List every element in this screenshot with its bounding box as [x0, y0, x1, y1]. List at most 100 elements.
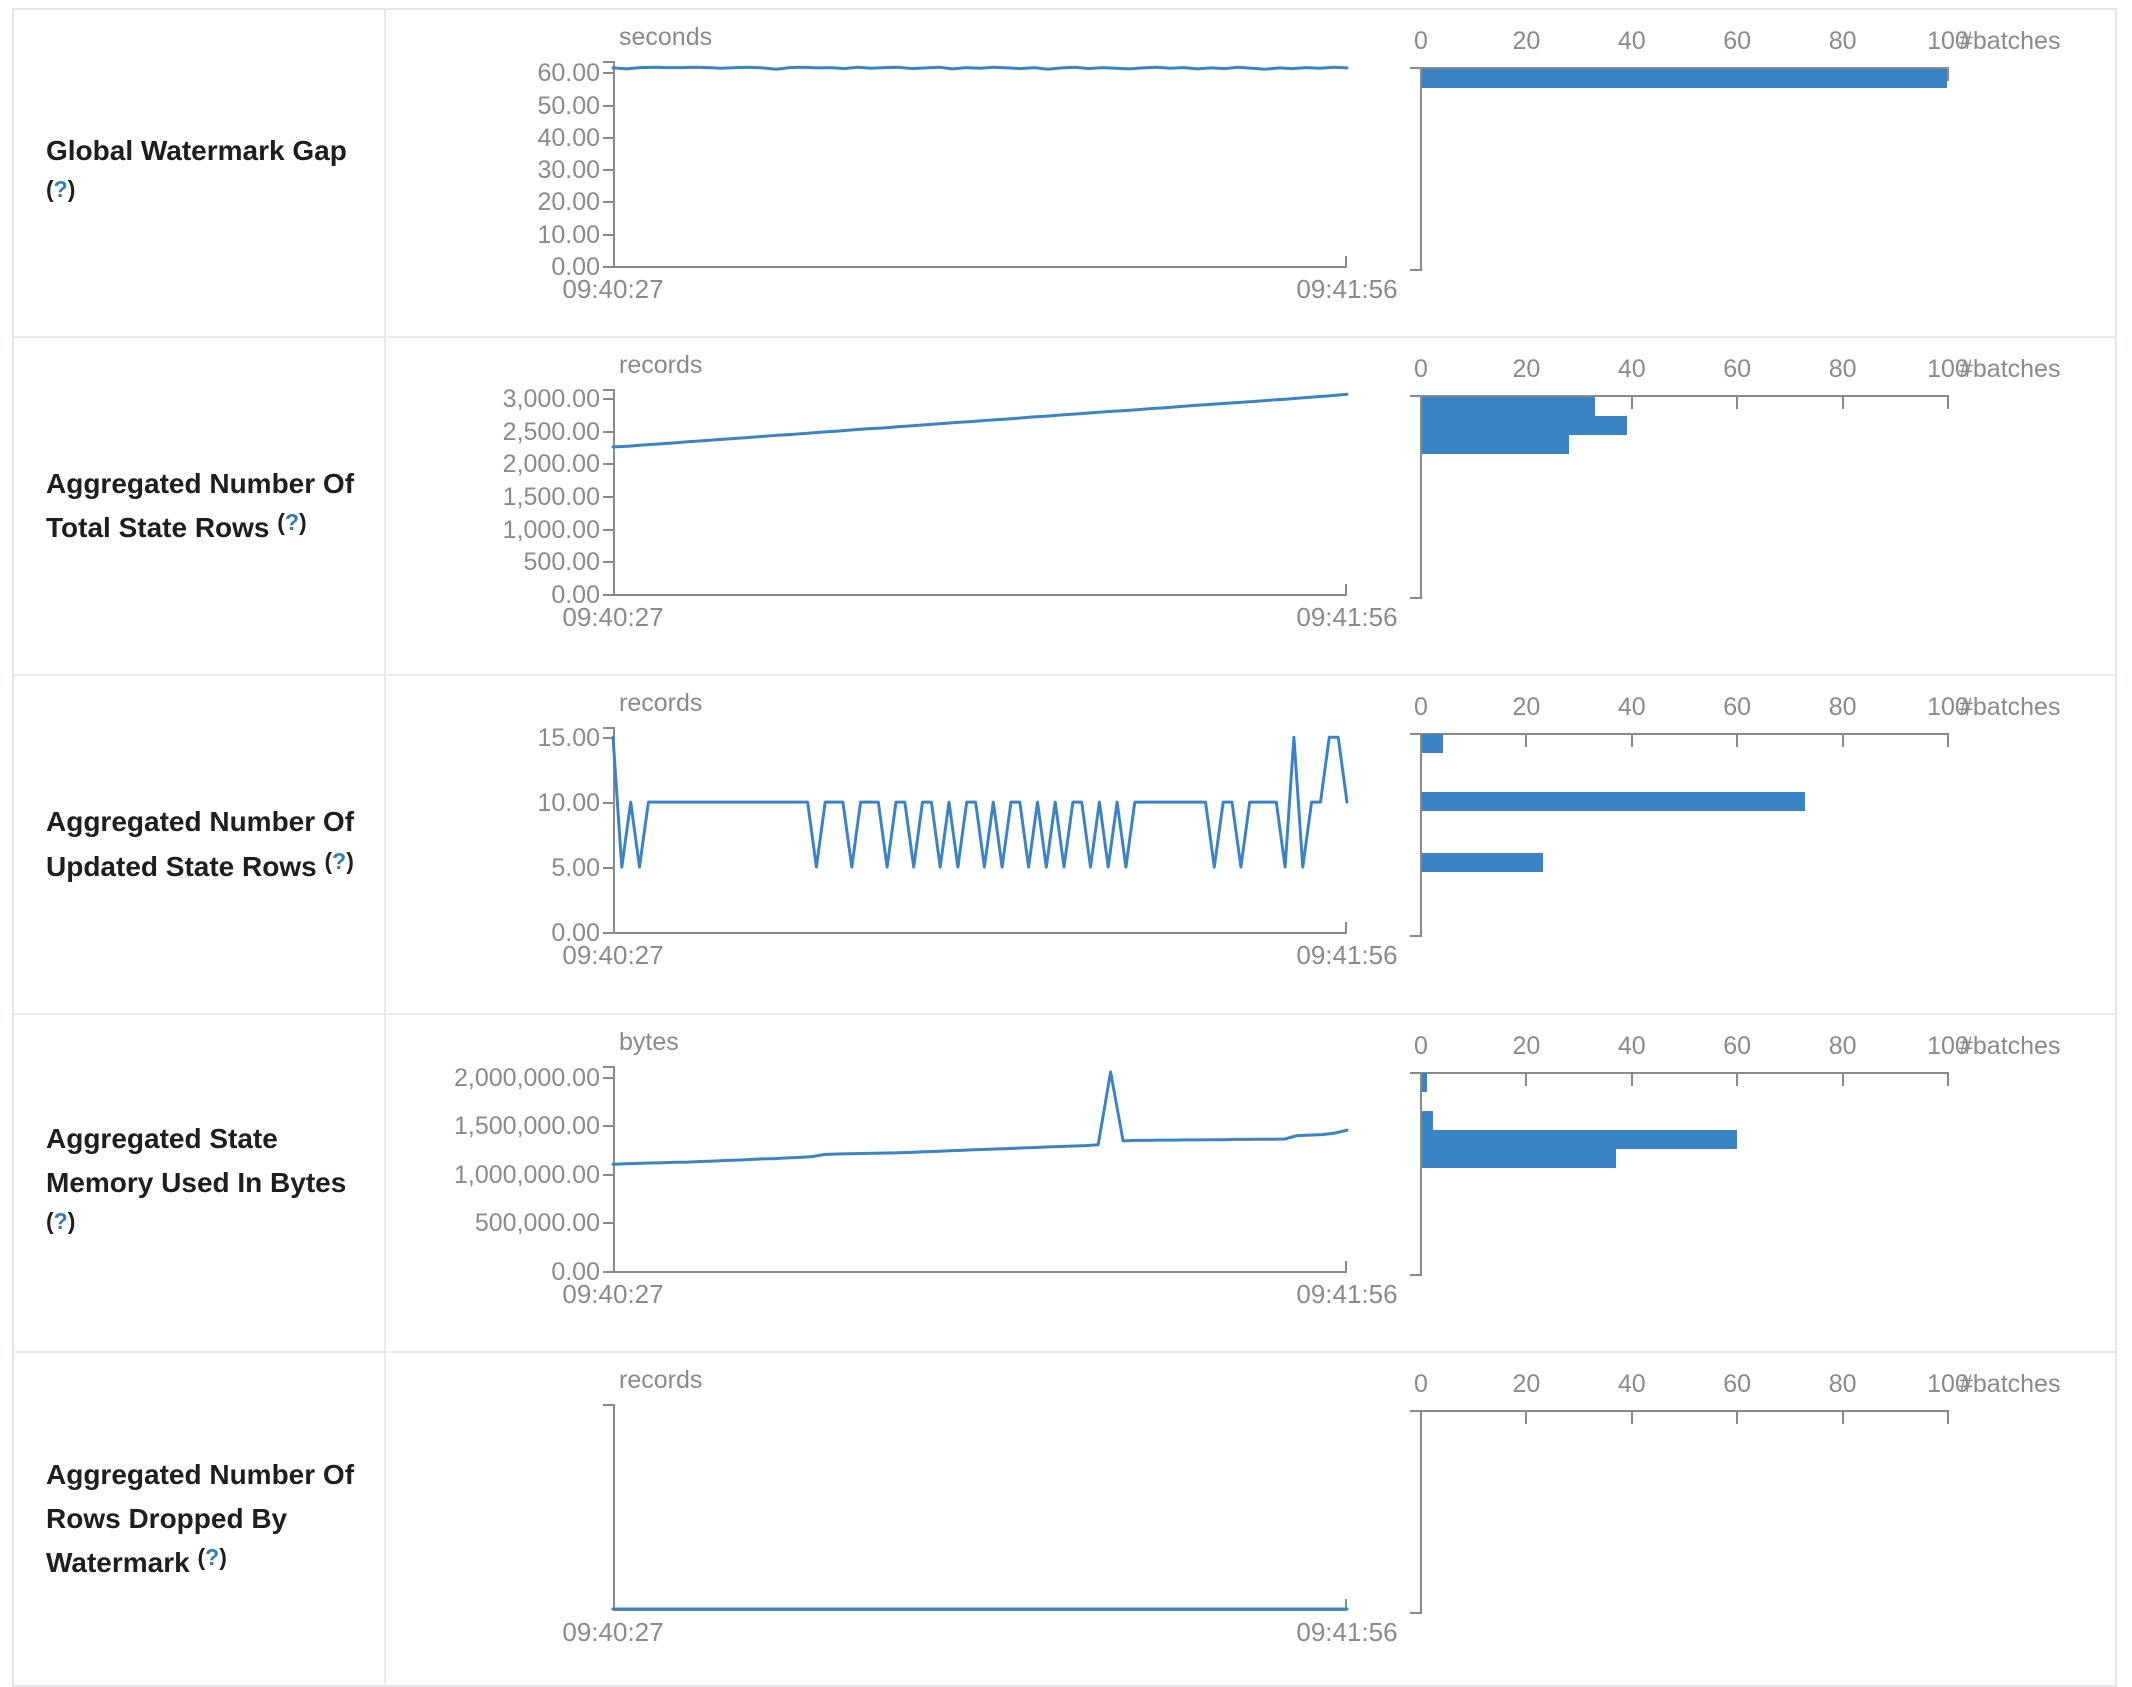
- hist-tick: [1630, 397, 1633, 409]
- unit-label: seconds: [619, 23, 713, 51]
- question-icon: ?: [53, 176, 68, 202]
- time-label-end: 09:41:56: [1296, 1617, 1398, 1647]
- y-axis-end-tick: [603, 61, 613, 63]
- hist-bar: [1422, 435, 1569, 454]
- unit-label: records: [619, 1366, 703, 1394]
- hist-tick-label: 40: [1617, 1032, 1646, 1060]
- hist-bar: [1422, 792, 1806, 811]
- hist-y-axis-line: [1420, 395, 1422, 599]
- y-axis-tick: [603, 1222, 613, 1225]
- help-link[interactable]: (?): [197, 1544, 226, 1570]
- y-axis-tick-label: 1,000.00: [502, 515, 600, 544]
- hist-bar: [1422, 69, 1947, 88]
- hist-tick-label: 100: [1927, 1370, 1969, 1398]
- hist-x-axis-line: [1420, 395, 1949, 397]
- hist-y-axis-top-tick: [1410, 67, 1420, 69]
- metric-label: Global Watermark Gap: [46, 134, 347, 166]
- hist-tick-label: 80: [1828, 27, 1857, 55]
- hist-tick: [1841, 397, 1844, 409]
- help-paren-close: ): [67, 176, 76, 202]
- batches-axis-label: #batches: [1959, 27, 2061, 55]
- hist-tick-label: 0: [1414, 355, 1428, 383]
- batches-axis-label: #batches: [1959, 1370, 2061, 1398]
- hist-y-axis-bottom-tick: [1410, 1612, 1420, 1614]
- x-axis-end-tick: [1345, 584, 1347, 594]
- hist-tick-label: 40: [1617, 1370, 1646, 1398]
- metric-label: Aggregated State Memory Used In Bytes: [46, 1122, 347, 1198]
- y-axis-tick: [603, 463, 613, 466]
- y-axis-tick-label: 30.00: [537, 156, 600, 185]
- hist-tick: [1525, 1074, 1528, 1086]
- hist-y-axis-top-tick: [1410, 395, 1420, 397]
- metric-label-block: Aggregated Number Of Total State Rows (?…: [14, 462, 384, 550]
- help-link[interactable]: (?): [324, 848, 353, 874]
- metric-label: Aggregated Number Of Updated State Rows: [46, 806, 355, 882]
- hist-tick: [1841, 1412, 1844, 1424]
- time-label-start: 09:40:27: [562, 602, 664, 632]
- metric-row: Aggregated Number Of Rows Dropped By Wat…: [14, 1351, 2115, 1685]
- y-axis-tick-label: 0.00: [551, 581, 600, 609]
- hist-tick: [1525, 1412, 1528, 1424]
- help-link[interactable]: (?): [46, 176, 75, 202]
- time-label-start: 09:40:27: [562, 274, 664, 304]
- y-axis-tick-label: 2,000,000.00: [454, 1063, 600, 1092]
- timeline-chart: [611, 735, 1349, 869]
- hist-tick: [1736, 397, 1739, 409]
- y-axis-tick: [603, 737, 613, 740]
- y-axis-tick: [603, 495, 613, 498]
- hist-y-axis-bottom-tick: [1410, 1274, 1420, 1276]
- y-axis-tick: [603, 104, 613, 107]
- help-link[interactable]: (?): [46, 1208, 75, 1234]
- y-axis-line: [613, 389, 615, 596]
- y-axis-tick-label: 2,000.00: [502, 450, 600, 479]
- hist-tick: [1841, 1074, 1844, 1086]
- time-label-start: 09:40:27: [562, 940, 664, 970]
- hist-tick: [1630, 735, 1633, 747]
- x-axis-end-tick: [1345, 1599, 1347, 1609]
- help-paren-open: (: [197, 1544, 206, 1571]
- metric-row: Aggregated Number Of Updated State Rows …: [14, 674, 2115, 1013]
- hist-x-axis-line: [1420, 67, 1949, 69]
- y-axis-tick-label: 0.00: [551, 1258, 600, 1286]
- timeline-line: [611, 1070, 1349, 1166]
- statistics-table: Global Watermark Gap (?) seconds 60.00 50.0…: [12, 8, 2117, 1687]
- y-axis-tick: [603, 561, 613, 564]
- hist-tick: [1630, 1074, 1633, 1086]
- hist-y-axis-bottom-tick: [1410, 597, 1420, 599]
- hist-tick: [1736, 735, 1739, 747]
- hist-tick: [1841, 735, 1844, 747]
- y-axis-tick-label: 40.00: [537, 123, 600, 152]
- timeline-chart: [611, 392, 1349, 449]
- hist-tick: [1420, 735, 1422, 747]
- y-axis-tick: [603, 867, 613, 870]
- hist-tick: [1947, 1074, 1949, 1086]
- hist-y-axis-line: [1420, 1410, 1422, 1614]
- hist-tick-label: 100: [1927, 27, 1969, 55]
- y-axis-tick: [603, 1125, 613, 1128]
- x-axis-end-tick: [1345, 1261, 1347, 1271]
- y-axis-tick-label: 10.00: [537, 789, 600, 818]
- y-axis-tick-label: 0.00: [551, 253, 600, 281]
- metric-label-block: Aggregated Number Of Rows Dropped By Wat…: [14, 1453, 384, 1586]
- y-axis-end-tick: [603, 389, 613, 391]
- y-axis-tick: [603, 201, 613, 204]
- y-axis-tick-label: 500,000.00: [474, 1209, 600, 1238]
- y-axis-tick: [603, 430, 613, 433]
- hist-tick-label: 80: [1828, 1032, 1857, 1060]
- hist-tick: [1420, 1074, 1422, 1086]
- help-paren-open: (: [277, 509, 285, 535]
- help-link[interactable]: (?): [277, 509, 306, 535]
- hist-tick-label: 20: [1512, 1370, 1541, 1398]
- y-axis-tick: [603, 233, 613, 236]
- hist-tick: [1947, 69, 1949, 81]
- hist-tick-label: 100: [1927, 693, 1969, 721]
- y-axis-tick: [603, 1076, 613, 1079]
- y-axis-tick: [603, 136, 613, 139]
- timeline-chart: [611, 65, 1349, 71]
- metric-label-cell: Aggregated State Memory Used In Bytes (?…: [14, 1015, 386, 1351]
- hist-y-axis-line: [1420, 67, 1422, 271]
- question-icon: ?: [284, 509, 300, 535]
- y-axis-end-tick: [603, 1066, 613, 1068]
- y-axis-tick: [603, 169, 613, 172]
- timeline-chart: [611, 1070, 1349, 1166]
